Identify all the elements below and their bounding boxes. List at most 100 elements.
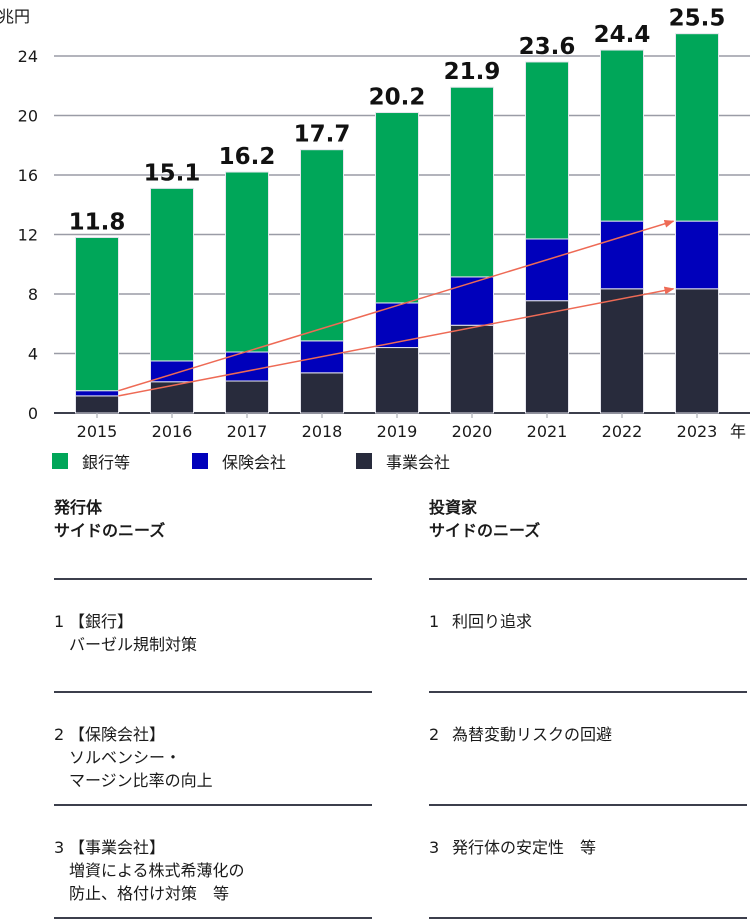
investor-needs-column: 投資家 サイドのニーズ 1 利回り追求 2 為替変動リスクの回避 3 発行体の安… [429, 496, 747, 919]
legend-label-corporate: 事業会社 [386, 453, 451, 472]
x-tick-label: 2023 [677, 422, 718, 440]
investor-title-line2: サイドのニーズ [429, 521, 541, 540]
divider [54, 917, 372, 919]
divider [54, 691, 372, 693]
bar-segment [300, 372, 344, 414]
bar-total-label: 17.7 [294, 122, 351, 148]
bar-total-label: 11.8 [69, 209, 126, 235]
trend-arrows [118, 219, 675, 397]
legend-item-bank: 銀行等 [52, 449, 130, 473]
bar-segment [375, 112, 419, 304]
x-unit-label: 年 [730, 422, 746, 440]
x-tick-label: 2021 [527, 422, 568, 440]
investor-need-item: 3 発行体の安定性 等 [429, 806, 747, 917]
bar-segment [450, 86, 494, 278]
y-tick-label: 12 [18, 226, 38, 245]
x-tick-label: 2018 [302, 422, 343, 440]
need-number: 2 [54, 725, 65, 744]
y-unit-label: 兆円 [0, 7, 30, 26]
need-text: 【事業会社】 増資による株式希薄化の 防止、格付け対策 等 [69, 838, 245, 903]
bar-segment [675, 220, 719, 290]
bar-total-label: 25.5 [669, 6, 726, 32]
bar-total-label: 20.2 [369, 85, 426, 111]
issuer-needs-title: 発行体 サイドのニーズ [54, 496, 372, 578]
labels: 0 4 8 12 16 20 24 2015 11.8 2016 15.1 2017 16.2 2018 1… [18, 6, 726, 440]
bar-segment [675, 33, 719, 222]
bar-segment [75, 236, 119, 392]
need-text: 【銀行】 バーゼル規制対策 [69, 612, 198, 654]
divider [429, 691, 747, 693]
investor-need-item: 1 利回り追求 [429, 580, 747, 691]
trend-arrow [118, 219, 675, 392]
bar-total-label: 23.6 [519, 34, 576, 60]
need-number: 3 [54, 838, 65, 857]
investor-needs-title: 投資家 サイドのニーズ [429, 496, 747, 578]
bars [75, 33, 719, 414]
bar-segment [600, 220, 644, 290]
legend-label-insurance: 保険会社 [222, 453, 287, 472]
divider [429, 804, 747, 806]
divider [429, 917, 747, 919]
investor-title-line1: 投資家 [429, 498, 478, 517]
bar-segment [600, 49, 644, 222]
x-tick-label: 2017 [227, 422, 268, 440]
bar-segment [75, 390, 119, 397]
y-tick-label: 8 [28, 285, 38, 304]
need-number: 1 [429, 612, 440, 631]
issuer-title-line1: 発行体 [54, 498, 103, 517]
need-text: 【保険会社】 ソルベンシー・ マージン比率の向上 [69, 725, 213, 790]
bar-segment [300, 149, 344, 342]
bar-segment [450, 324, 494, 414]
bar-segment [375, 347, 419, 414]
need-number: 2 [429, 725, 440, 744]
bar-segment [150, 381, 194, 414]
divider [54, 804, 372, 806]
bar-total-label: 24.4 [594, 22, 651, 48]
y-tick-label: 4 [28, 345, 38, 364]
bar-segment [225, 380, 269, 414]
legend-item-corporate: 事業会社 [356, 449, 450, 473]
trend-arrow [118, 286, 675, 397]
bar-segment [525, 238, 569, 302]
x-tick-label: 2015 [77, 422, 118, 440]
issuer-title-line2: サイドのニーズ [54, 521, 166, 540]
investor-need-item: 2 為替変動リスクの回避 [429, 693, 747, 804]
bar-segment [150, 187, 194, 362]
divider [429, 578, 747, 580]
x-tick-label: 2022 [602, 422, 643, 440]
bar-segment [525, 61, 569, 240]
y-tick-label: 0 [28, 404, 38, 423]
bar-segment [225, 171, 269, 353]
bar-total-label: 16.2 [219, 144, 276, 170]
legend-swatch-insurance [192, 453, 209, 469]
divider [54, 578, 372, 580]
bar-segment [75, 395, 119, 414]
bar-total-label: 21.9 [444, 59, 501, 85]
issuer-needs-column: 発行体 サイドのニーズ 1 【銀行】 バーゼル規制対策 2 【保険会社】 ソルベ… [54, 496, 372, 919]
bar-segment [525, 300, 569, 414]
bar-segment [675, 288, 719, 414]
legend-label-bank: 銀行等 [82, 453, 131, 472]
legend-item-insurance: 保険会社 [192, 449, 286, 473]
need-number: 1 [54, 612, 65, 631]
legend: 銀行等 保険会社 事業会社 [52, 449, 512, 473]
y-tick-label: 16 [18, 166, 38, 185]
y-tick-label: 20 [18, 107, 38, 126]
bar-total-label: 15.1 [144, 160, 201, 186]
legend-swatch-corporate [356, 453, 373, 469]
issuer-need-item: 1 【銀行】 バーゼル規制対策 [54, 580, 372, 691]
y-tick-label: 24 [18, 47, 38, 66]
x-tick-label: 2019 [377, 422, 418, 440]
need-number: 3 [429, 838, 440, 857]
need-text: 発行体の安定性 等 [452, 838, 597, 857]
issuer-need-item: 2 【保険会社】 ソルベンシー・ マージン比率の向上 [54, 693, 372, 804]
legend-swatch-bank [52, 453, 68, 469]
bar-segment [600, 288, 644, 414]
bar-segment [450, 276, 494, 326]
need-text: 利回り追求 [452, 612, 533, 631]
stacked-bar-chart: 0 4 8 12 16 20 24 2015 11.8 2016 15.1 2017 16.2 2018 1… [0, 6, 750, 440]
need-text: 為替変動リスクの回避 [452, 725, 613, 744]
x-tick-label: 2020 [452, 422, 493, 440]
x-tick-label: 2016 [152, 422, 193, 440]
issuer-need-item: 3 【事業会社】 増資による株式希薄化の 防止、格付け対策 等 [54, 806, 372, 917]
